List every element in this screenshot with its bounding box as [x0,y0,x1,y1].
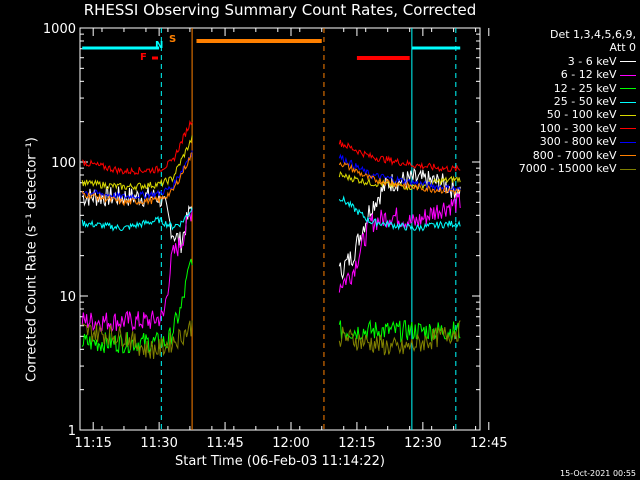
legend-label: 800 - 7000 keV [532,148,620,162]
legend-swatch [620,141,636,143]
series-line-7000-15000keV [82,320,193,360]
series-line-300-800keV [81,150,193,201]
legend-swatch [620,74,636,76]
legend-swatch [620,88,636,90]
legend-swatch [620,114,636,116]
chart-title: RHESSI Observing Summary Count Rates, Co… [83,1,477,19]
legend-label: 50 - 100 keV [546,108,620,122]
legend-header-2: Att 0 [609,41,636,55]
legend-label: 100 - 300 keV [539,121,620,135]
legend-entry: 6 - 12 keV [478,68,636,81]
legend-swatch [620,128,636,130]
legend-label: 25 - 50 keV [553,95,620,109]
legend-swatch [620,168,636,170]
legend-label: 7000 - 15000 keV [518,162,620,176]
x-tick-label: 11:45 [206,436,243,451]
series-line-300-800keV [338,153,461,194]
series-line-100-300keV [338,139,461,173]
legend-label: 3 - 6 keV [567,54,620,68]
series-line-3-6keV [338,167,461,281]
legend-label: 12 - 25 keV [553,81,620,95]
legend-entry: 12 - 25 keV [478,82,636,95]
series-line-7000-15000keV [338,320,461,356]
y-axis-label: Corrected Count Rate (s⁻¹ detector⁻¹) [24,137,40,382]
legend-swatch [620,101,636,103]
y-tick-label: 10 [59,290,76,305]
legend: Det 1,3,4,5,6,9, Att 0 3 - 6 keV 6 - 12 … [478,28,636,175]
legend-entry: 7000 - 15000 keV [478,162,636,175]
flag-s: S [169,34,177,45]
legend-entry: 800 - 7000 keV [478,149,636,162]
series-line-25-50keV [81,207,193,232]
series-line-12-25keV [81,258,193,355]
series-line-800-7000keV [81,152,193,207]
legend-swatch [620,155,636,157]
x-axis-label: Start Time (06-Feb-03 11:14:22) [175,454,385,469]
y-tick-label: 1000 [43,22,76,37]
x-tick-label: 12:15 [338,436,375,451]
flag-n: N [155,40,164,51]
series-line-50-100keV [81,135,193,192]
legend-entry: 300 - 800 keV [478,135,636,148]
y-tick-label: 100 [51,156,76,171]
legend-header-1: Det 1,3,4,5,6,9, [549,28,636,41]
x-tick-label: 12:45 [470,436,507,451]
series-line-800-7000keV [338,161,461,196]
series-line-25-50keV [338,195,461,232]
legend-entry: 100 - 300 keV [478,122,636,135]
legend-entry: 25 - 50 keV [478,95,636,108]
series-line-3-6keV [81,186,193,254]
legend-label: 6 - 12 keV [560,68,620,82]
timestamp: 15-Oct-2021 00:55 [560,469,636,478]
series-line-12-25keV [338,319,461,343]
flag-f: F [140,52,147,63]
x-tick-label: 11:15 [74,436,111,451]
legend-label: 300 - 800 keV [539,135,620,149]
y-tick-label: 1 [68,424,76,439]
plot-frame [79,27,481,431]
x-tick-label: 12:30 [404,436,441,451]
x-tick-label: 12:00 [272,436,309,451]
legend-swatch [620,61,636,63]
x-tick-label: 11:30 [140,436,177,451]
legend-entry: 50 - 100 keV [478,108,636,121]
series-line-100-300keV [81,119,193,176]
series-line-6-12keV [338,193,461,293]
legend-entry: 3 - 6 keV [478,55,636,68]
